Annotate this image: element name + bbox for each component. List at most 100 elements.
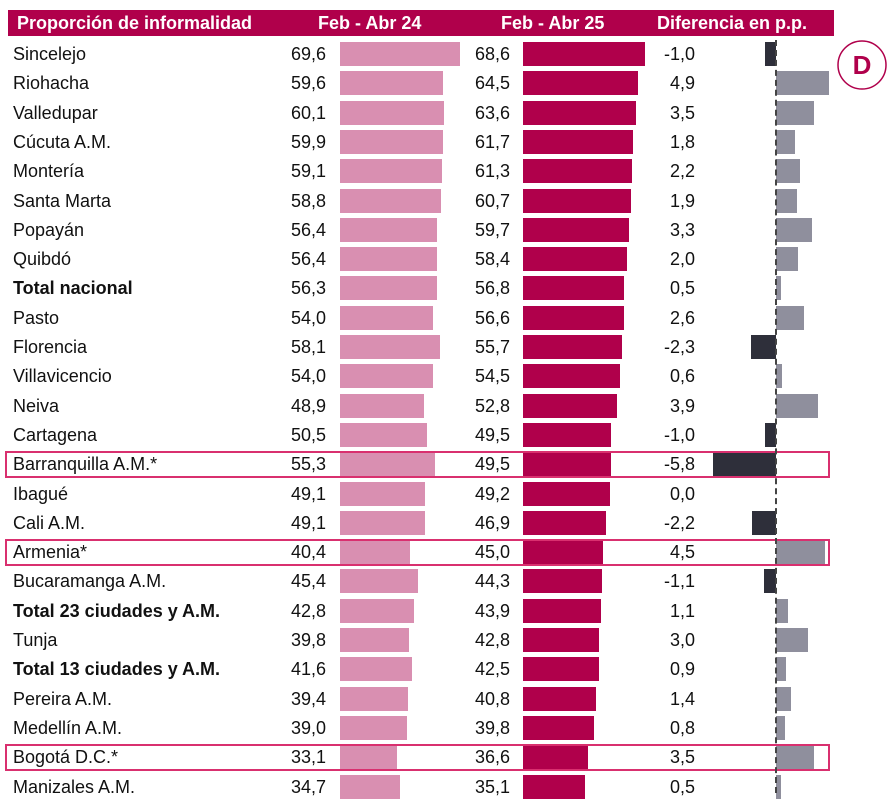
bar-diff [776, 247, 798, 272]
value-2025: 45,0 [474, 542, 510, 563]
bar-2024 [340, 540, 410, 565]
value-diff: 0,5 [669, 776, 695, 797]
bar-2024 [340, 452, 436, 477]
value-2025: 64,5 [474, 73, 510, 94]
table-row: Valledupar 60,1 63,6 3,5 [0, 99, 895, 128]
value-diff: -5,8 [663, 454, 695, 475]
row-label: Valledupar [13, 102, 98, 123]
value-2025: 49,2 [474, 483, 510, 504]
value-2024: 39,0 [290, 717, 326, 738]
value-2025: 52,8 [474, 395, 510, 416]
bar-diff [751, 335, 776, 359]
bar-2025 [523, 686, 596, 711]
value-2024: 58,1 [290, 337, 326, 357]
value-2025: 42,5 [474, 659, 510, 680]
diff-zero-axis [775, 40, 777, 793]
table-row: Neiva 48,9 52,8 3,9 [0, 392, 895, 421]
value-2025: 63,6 [474, 102, 510, 123]
value-2024: 39,8 [290, 630, 326, 650]
table-row: Armenia* 40,4 45,0 4,5 [0, 538, 895, 567]
table-row: Bucaramanga A.M. 45,4 44,3 -1,1 [0, 567, 895, 596]
row-label: Pereira A.M. [13, 688, 113, 709]
bar-2024 [340, 393, 425, 418]
table-row: Villavicencio 54,0 54,5 0,6 [0, 362, 895, 391]
row-highlight-box [5, 451, 830, 479]
value-diff: 3,5 [669, 747, 695, 768]
logo-ring [837, 40, 887, 90]
value-2025: 61,7 [474, 131, 510, 152]
row-label: Sincelejo [13, 44, 87, 64]
value-diff: 4,9 [669, 73, 695, 94]
value-2025: 55,7 [474, 337, 510, 357]
value-2024: 49,1 [290, 512, 326, 533]
row-label: Popayán [13, 219, 85, 240]
bar-2025 [523, 42, 645, 66]
value-2025: 44,3 [474, 571, 510, 592]
value-diff: 1,4 [669, 688, 695, 709]
bar-diff [776, 628, 809, 652]
bar-2024 [340, 510, 425, 535]
bar-diff [776, 129, 796, 154]
bar-2025 [523, 745, 589, 770]
bar-2025 [523, 393, 617, 418]
row-label: Riohacha [13, 73, 90, 94]
bar-2025 [523, 452, 612, 477]
bar-diff [776, 540, 825, 565]
bar-2025 [523, 481, 611, 506]
bar-2025 [523, 540, 604, 565]
value-2024: 55,3 [290, 454, 326, 475]
value-diff: 0,5 [669, 278, 695, 299]
value-diff: 0,9 [669, 659, 695, 680]
value-2024: 59,1 [290, 161, 326, 182]
value-diff: 1,8 [669, 131, 695, 152]
value-2025: 35,1 [474, 776, 510, 797]
bar-diff [776, 745, 814, 770]
bar-2024 [340, 305, 434, 330]
table-row: Ibagué 49,1 49,2 0,0 [0, 480, 895, 509]
value-diff: 0,8 [669, 717, 695, 738]
bar-2024 [340, 159, 442, 184]
row-label: Cartagena [13, 424, 98, 445]
table-row: Medellín A.M. 39,0 39,8 0,8 [0, 714, 895, 743]
header-col-2025: Feb - Abr 25 [501, 13, 605, 33]
bar-diff [776, 364, 783, 389]
bar-2024 [340, 481, 425, 506]
table-row: Pasto 54,0 56,6 2,6 [0, 304, 895, 333]
bar-2025 [523, 510, 607, 535]
bar-diff [713, 452, 776, 477]
table-row: Total nacional 56,3 56,8 0,5 [0, 274, 895, 303]
value-diff: 2,2 [669, 161, 695, 182]
value-2024: 40,4 [290, 542, 326, 563]
bar-2024 [340, 276, 438, 301]
table-row: Montería 59,1 61,3 2,2 [0, 157, 895, 186]
value-2025: 40,8 [474, 688, 510, 709]
value-2024: 50,5 [290, 424, 326, 445]
value-2024: 59,6 [290, 73, 326, 94]
bar-diff [776, 715, 785, 740]
value-2025: 68,6 [474, 44, 510, 64]
value-2024: 49,1 [290, 483, 326, 504]
value-2024: 69,6 [290, 44, 326, 64]
table-row: Sincelejo 69,6 68,6 -1,0 [0, 40, 895, 69]
bar-2025 [523, 247, 627, 272]
value-diff: 1,9 [669, 190, 695, 211]
value-diff: -2,2 [663, 512, 695, 533]
row-label: Pasto [13, 307, 60, 328]
bar-diff [776, 217, 812, 242]
bar-2024 [340, 745, 398, 770]
bar-2024 [340, 598, 414, 623]
bar-diff [776, 657, 786, 682]
value-2025: 56,6 [474, 307, 510, 328]
value-diff: -1,1 [663, 571, 695, 592]
row-label: Cúcuta A.M. [13, 131, 112, 152]
table-row: Bogotá D.C.* 33,1 36,6 3,5 [0, 743, 895, 772]
bar-2024 [340, 188, 442, 213]
row-label: Cali A.M. [13, 512, 86, 533]
bar-diff [776, 71, 829, 96]
value-2025: 49,5 [474, 424, 510, 445]
row-label: Montería [13, 161, 85, 182]
bar-2024 [340, 364, 434, 389]
row-label: Bogotá D.C.* [13, 747, 119, 768]
value-2025: 42,8 [474, 630, 510, 650]
value-2024: 33,1 [290, 747, 326, 768]
